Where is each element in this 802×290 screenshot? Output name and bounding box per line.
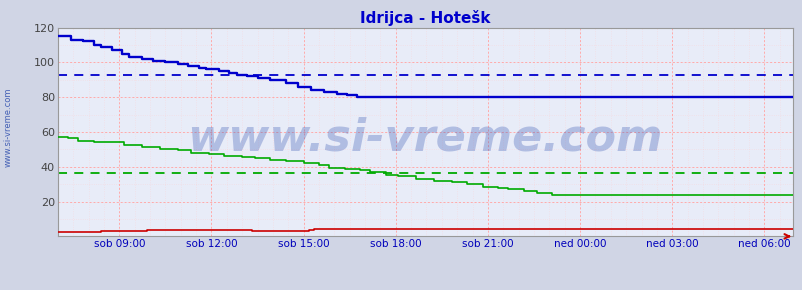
Text: www.si-vreme.com: www.si-vreme.com [187, 117, 662, 160]
Title: Idrijca - Hotešk: Idrijca - Hotešk [359, 10, 490, 26]
Text: www.si-vreme.com: www.si-vreme.com [3, 88, 13, 167]
